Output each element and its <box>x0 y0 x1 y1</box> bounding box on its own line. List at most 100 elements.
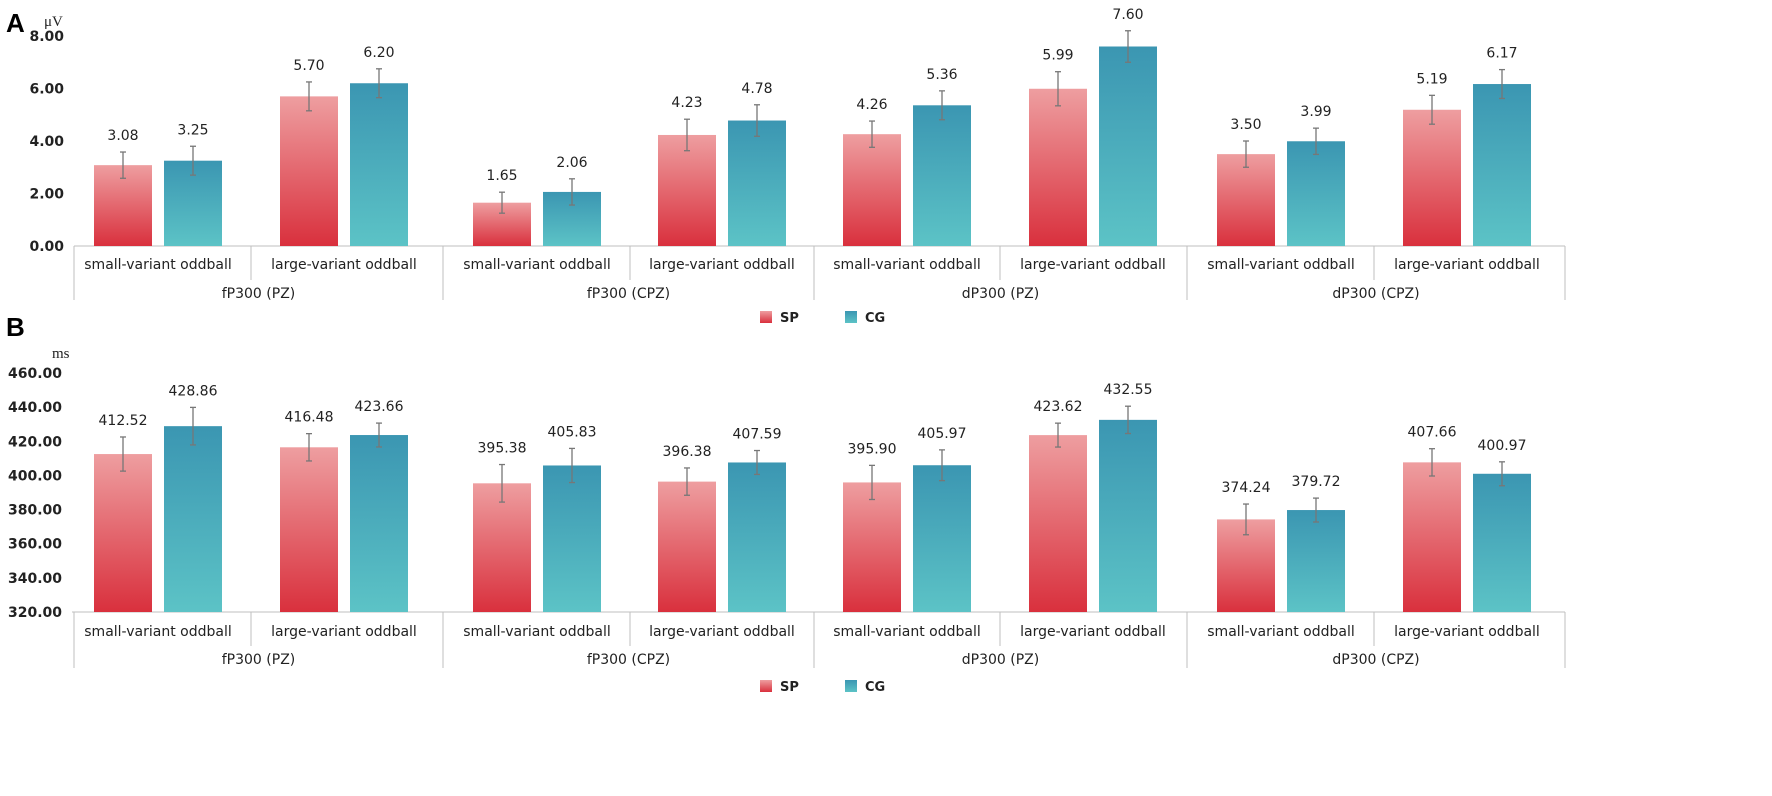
y-tick-label: 400.00 <box>8 468 62 484</box>
category-label: large-variant oddball <box>271 624 417 640</box>
data-label-sp: 5.70 <box>293 58 324 74</box>
bar-cg <box>1287 510 1345 612</box>
y-tick-label: 0.00 <box>29 239 64 255</box>
group-label: fP300 (PZ) <box>222 286 296 302</box>
panel-b-letter: B <box>6 312 25 342</box>
group-label: fP300 (CPZ) <box>587 652 670 668</box>
category-label: small-variant oddball <box>84 624 231 640</box>
group-label: fP300 (PZ) <box>222 652 296 668</box>
category-label: small-variant oddball <box>1207 257 1354 273</box>
bar-sp <box>1217 154 1275 246</box>
y-tick-label: 380.00 <box>8 503 62 519</box>
y-tick-label: 340.00 <box>8 571 62 587</box>
group-label: dP300 (PZ) <box>962 652 1039 668</box>
bar-sp <box>473 483 531 612</box>
data-label-sp: 1.65 <box>486 168 517 184</box>
data-label-cg: 6.20 <box>363 45 394 61</box>
bar-cg <box>350 83 408 246</box>
group-label: dP300 (CPZ) <box>1332 286 1419 302</box>
legend-swatch-sp <box>760 311 772 323</box>
data-label-cg: 6.17 <box>1486 46 1517 62</box>
bar-cg <box>728 120 786 246</box>
data-label-cg: 423.66 <box>355 399 404 415</box>
category-label: large-variant oddball <box>649 624 795 640</box>
bar-cg <box>913 465 971 612</box>
category-label: small-variant oddball <box>1207 624 1354 640</box>
legend-label-sp: SP <box>780 311 799 326</box>
legend-swatch-cg <box>845 311 857 323</box>
category-label: small-variant oddball <box>833 624 980 640</box>
category-label: large-variant oddball <box>1020 624 1166 640</box>
y-tick-label: 360.00 <box>8 537 62 553</box>
category-label: large-variant oddball <box>1020 257 1166 273</box>
group-label: fP300 (CPZ) <box>587 286 670 302</box>
panel-a-letter: A <box>6 8 25 38</box>
panel-b-unit: ms <box>52 346 70 362</box>
data-label-sp: 412.52 <box>99 413 148 429</box>
legend-label-sp: SP <box>780 680 799 695</box>
bar-sp <box>843 134 901 246</box>
y-tick-label: 4.00 <box>29 134 64 150</box>
category-label: large-variant oddball <box>1394 624 1540 640</box>
y-tick-label: 2.00 <box>29 187 64 203</box>
bar-cg <box>1287 141 1345 246</box>
category-label: large-variant oddball <box>649 257 795 273</box>
category-label: large-variant oddball <box>1394 257 1540 273</box>
data-label-sp: 395.90 <box>848 441 897 457</box>
legend-label-cg: CG <box>865 311 885 326</box>
bar-cg <box>913 105 971 246</box>
bar-cg <box>543 465 601 612</box>
data-label-cg: 428.86 <box>169 383 218 399</box>
group-label: dP300 (CPZ) <box>1332 652 1419 668</box>
data-label-sp: 5.99 <box>1042 48 1073 64</box>
data-label-cg: 3.25 <box>177 122 208 138</box>
y-tick-label: 440.00 <box>8 400 62 416</box>
data-label-sp: 407.66 <box>1408 425 1457 441</box>
panel-a-unit: μV <box>44 14 63 30</box>
y-tick-label: 320.00 <box>8 605 62 621</box>
data-label-cg: 432.55 <box>1104 382 1153 398</box>
bar-sp <box>1403 109 1461 246</box>
category-label: small-variant oddball <box>833 257 980 273</box>
data-label-sp: 396.38 <box>663 444 712 460</box>
data-label-cg: 3.99 <box>1300 104 1331 120</box>
y-tick-label: 6.00 <box>29 82 64 98</box>
bar-sp <box>280 96 338 246</box>
data-label-cg: 379.72 <box>1292 474 1341 490</box>
bar-sp <box>1403 462 1461 612</box>
panel-b-chart: 320.00 340.00 360.00 380.00 400.00 420.00 440.… <box>8 366 1566 695</box>
data-label-sp: 374.24 <box>1222 480 1271 496</box>
data-label-sp: 4.23 <box>671 95 702 111</box>
data-label-cg: 2.06 <box>556 155 587 171</box>
bar-cg <box>728 462 786 612</box>
data-label-sp: 423.62 <box>1034 399 1083 415</box>
data-label-sp: 395.38 <box>478 441 527 457</box>
bar-sp <box>658 134 716 246</box>
bar-cg <box>350 435 408 612</box>
bar-cg <box>1473 84 1531 246</box>
y-tick-label: 8.00 <box>29 29 64 45</box>
bar-cg <box>1473 473 1531 612</box>
bar-sp <box>280 447 338 612</box>
data-label-cg: 5.36 <box>926 67 957 83</box>
legend-swatch-cg <box>845 680 857 692</box>
category-label: large-variant oddball <box>271 257 417 273</box>
y-tick-label: 460.00 <box>8 366 62 382</box>
bar-sp <box>843 482 901 612</box>
bar-sp <box>1029 88 1087 246</box>
panel-a-chart: 0.00 2.00 4.00 6.00 8.00 3.08 3.25 small-varian… <box>29 7 1566 326</box>
data-label-sp: 3.08 <box>107 128 138 144</box>
data-label-cg: 405.97 <box>918 426 967 442</box>
legend-swatch-sp <box>760 680 772 692</box>
data-label-sp: 3.50 <box>1230 117 1261 133</box>
data-label-sp: 5.19 <box>1416 71 1447 87</box>
bar-cg <box>1099 419 1157 612</box>
data-label-cg: 407.59 <box>733 427 782 443</box>
category-label: small-variant oddball <box>84 257 231 273</box>
data-label-cg: 400.97 <box>1478 438 1527 454</box>
legend-label-cg: CG <box>865 680 885 695</box>
category-label: small-variant oddball <box>463 257 610 273</box>
data-label-sp: 4.26 <box>856 97 887 113</box>
data-label-cg: 4.78 <box>741 81 772 97</box>
